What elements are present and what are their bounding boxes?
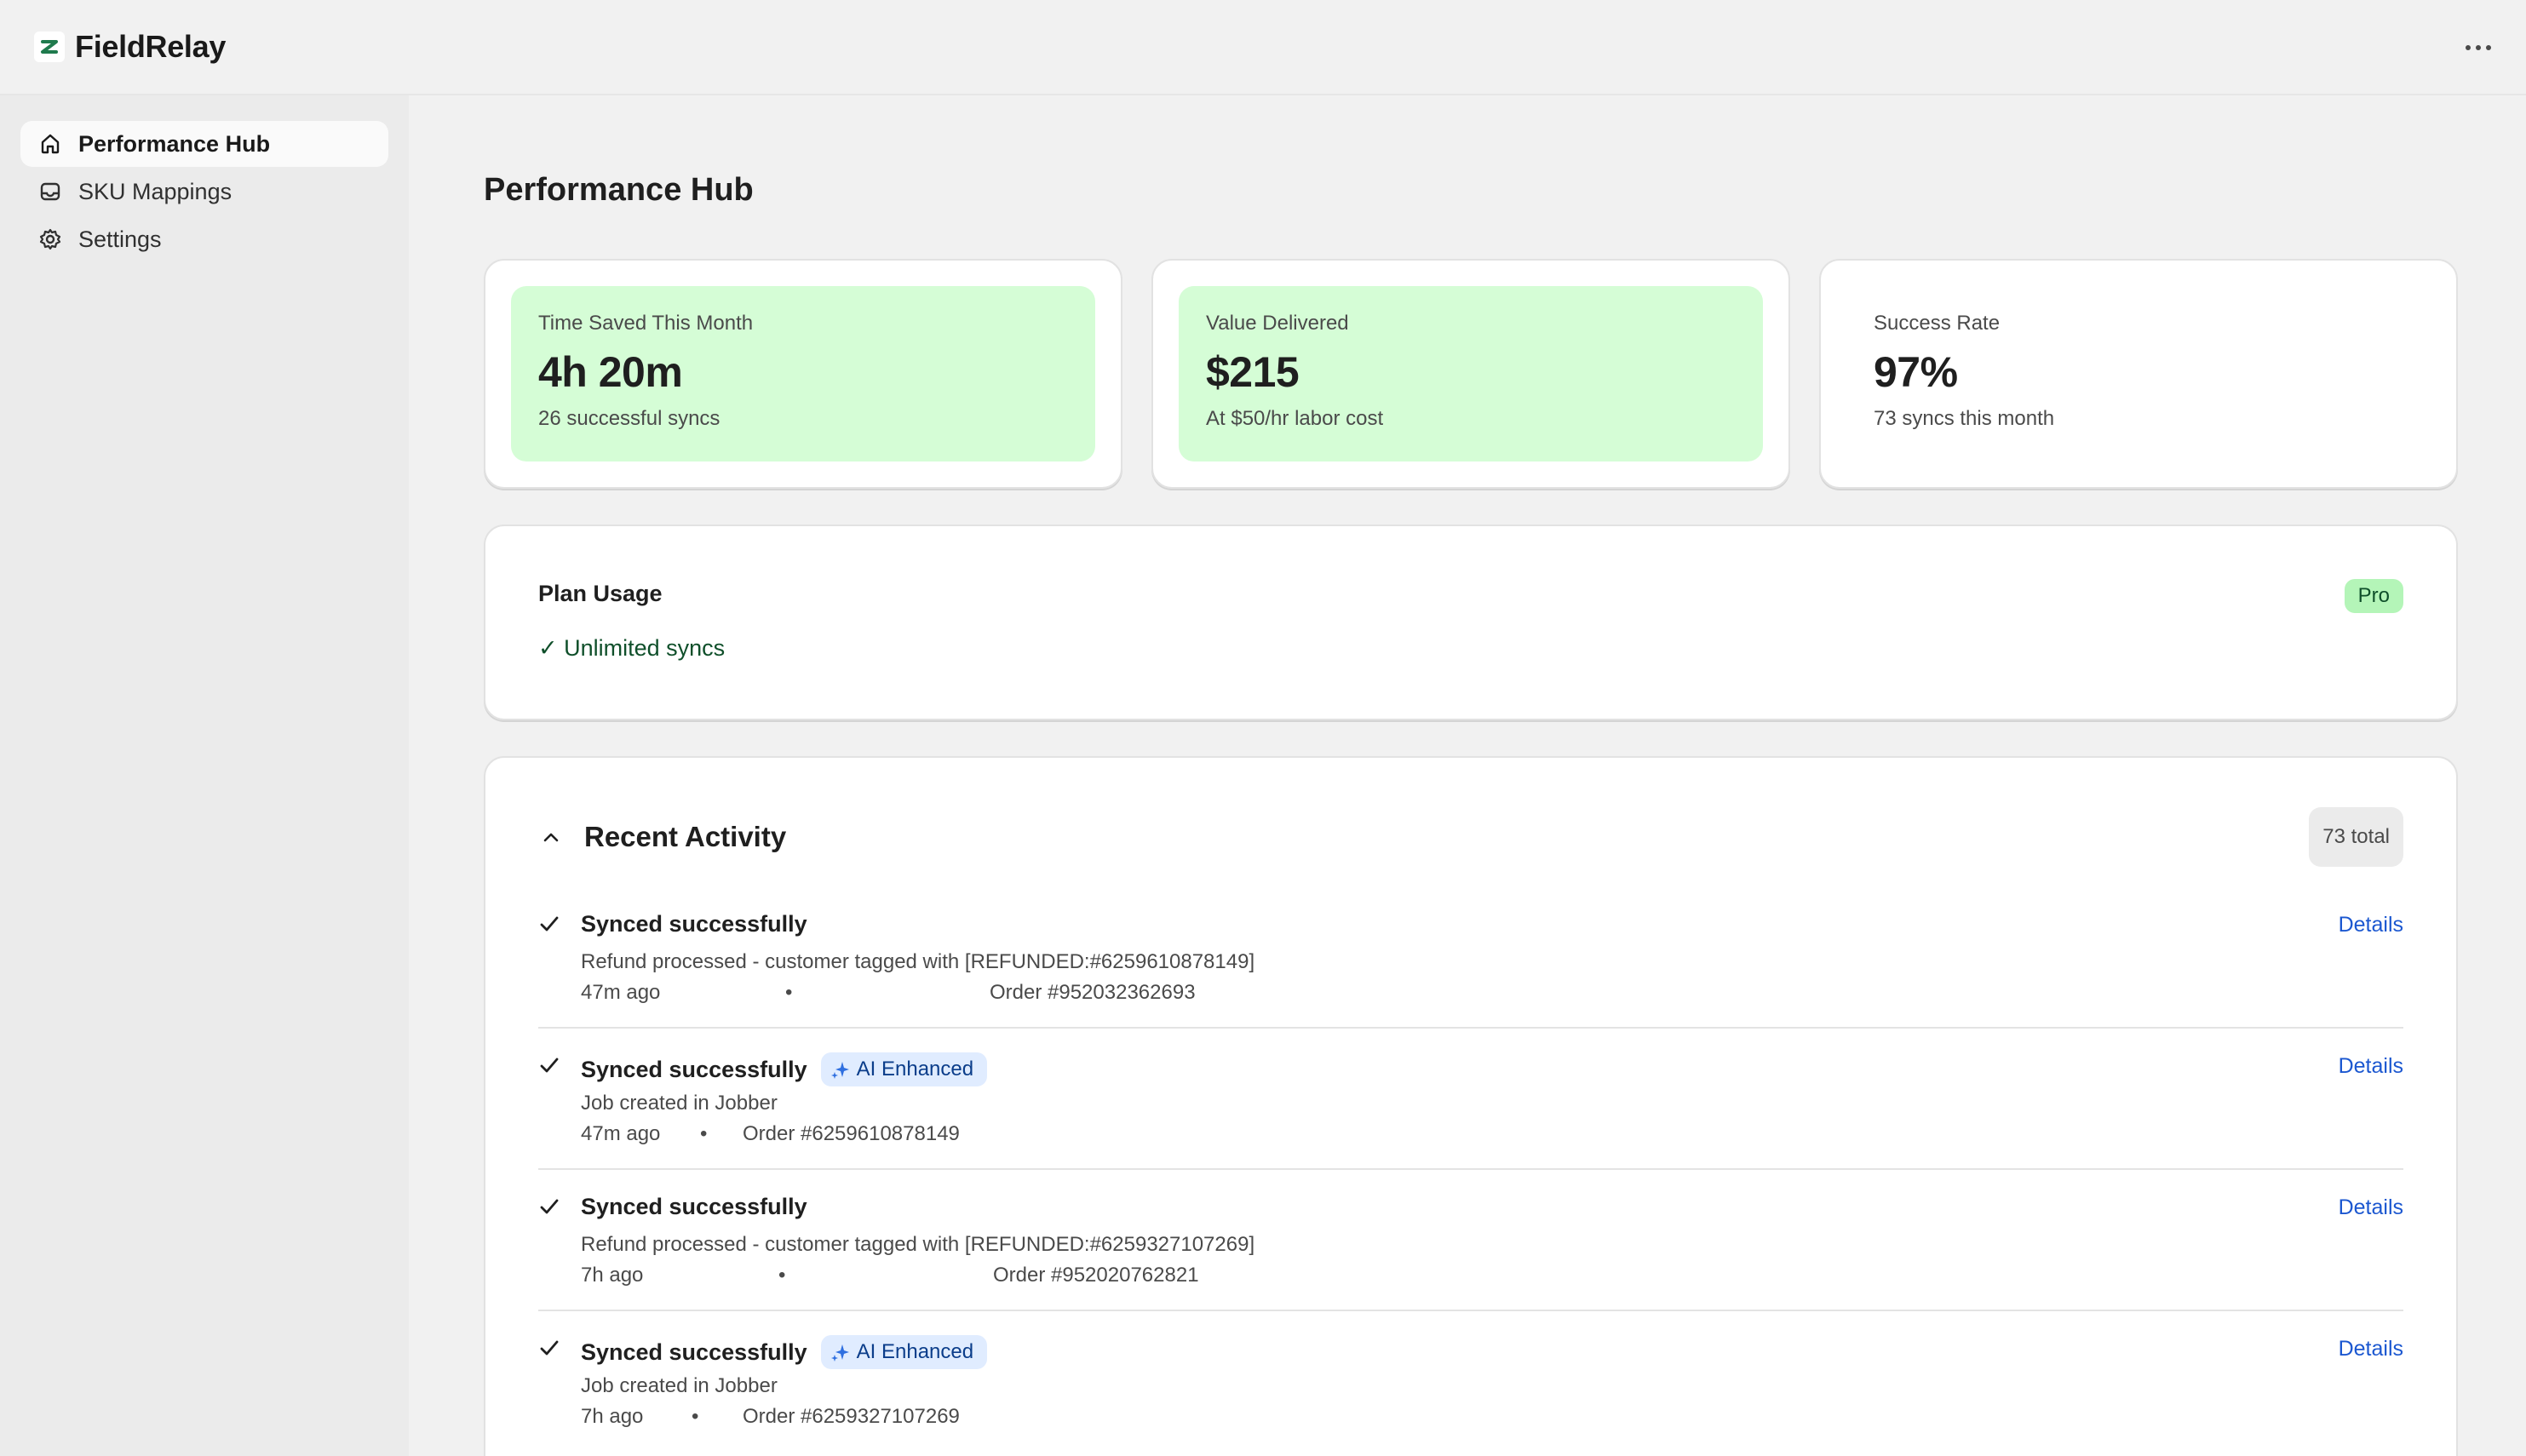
activity-row: Synced successfully Refund processed - c… <box>538 1170 2403 1311</box>
row-time: 7h ago <box>581 1264 644 1287</box>
activity-title: Recent Activity <box>584 821 787 852</box>
plan-badge: Pro <box>2344 579 2403 613</box>
chevron-up-icon[interactable] <box>538 824 564 850</box>
plan-title: Plan Usage <box>538 581 663 606</box>
stat-card-success-rate: Success Rate 97% 73 syncs this month <box>1819 259 2458 489</box>
more-options-button[interactable] <box>2456 27 2500 68</box>
sidebar-item-label: Performance Hub <box>78 130 271 157</box>
stat-subtext: 26 successful syncs <box>538 407 720 430</box>
stat-highlight: Time Saved This Month 4h 20m 26 successf… <box>511 286 1095 461</box>
sidebar-item-settings[interactable]: Settings <box>20 216 388 262</box>
check-icon <box>540 1058 559 1073</box>
activity-header: Recent Activity 73 total <box>538 807 2403 867</box>
brand[interactable]: FieldRelay <box>34 29 226 65</box>
ai-badge-label: AI Enhanced <box>856 1340 974 1363</box>
more-horizontal-icon <box>2466 45 2471 50</box>
stat-content: Success Rate 97% 73 syncs this month <box>1846 286 2431 461</box>
row-time: 7h ago <box>581 1405 644 1428</box>
ai-enhanced-badge: AI Enhanced <box>820 1052 988 1086</box>
stat-label: Time Saved This Month <box>538 312 754 335</box>
row-meta: 7h ago • Order #6259327107269 <box>581 1405 960 1428</box>
row-order: Order #6259327107269 <box>743 1405 960 1428</box>
stat-subtext: 73 syncs this month <box>1874 407 2055 430</box>
activity-list: Synced successfully Refund processed - c… <box>538 887 2403 1453</box>
row-meta: 47m ago • Order #952032362693 <box>581 981 1196 1004</box>
sidebar-item-label: Settings <box>78 226 162 252</box>
page-title: Performance Hub <box>484 172 754 208</box>
sidebar-item-label: SKU Mappings <box>78 178 233 204</box>
stat-label: Value Delivered <box>1206 312 1349 335</box>
details-link[interactable]: Details <box>2338 1054 2403 1078</box>
ai-enhanced-badge: AI Enhanced <box>820 1335 988 1369</box>
sparkle-icon <box>830 1062 849 1079</box>
home-icon <box>37 131 63 157</box>
details-link[interactable]: Details <box>2338 1337 2403 1361</box>
row-description: Job created in Jobber <box>581 1374 778 1397</box>
check-icon <box>540 916 559 931</box>
row-title-group: Synced successfully <box>581 1194 807 1220</box>
row-status: Synced successfully <box>581 911 807 937</box>
activity-row: Synced successfully AI Enhanced Job crea… <box>538 1311 2403 1453</box>
top-bar: FieldRelay <box>0 0 2526 95</box>
row-time: 47m ago <box>581 1122 661 1145</box>
stat-card-value-delivered: Value Delivered $215 At $50/hr labor cos… <box>1151 259 1790 489</box>
fieldrelay-logo-icon <box>34 32 65 62</box>
total-badge: 73 total <box>2309 807 2403 867</box>
row-status: Synced successfully <box>581 1338 807 1365</box>
plan-feature: ✓ Unlimited syncs <box>538 635 726 661</box>
app-name: FieldRelay <box>75 29 227 64</box>
row-description: Refund processed - customer tagged with … <box>581 1233 1255 1256</box>
recent-activity-card: Recent Activity 73 total Synced successf… <box>484 756 2458 1456</box>
row-description: Refund processed - customer tagged with … <box>581 950 1255 973</box>
stat-highlight: Value Delivered $215 At $50/hr labor cos… <box>1179 286 1763 461</box>
gear-icon <box>37 226 63 252</box>
check-icon <box>540 1199 559 1214</box>
details-link[interactable]: Details <box>2338 1195 2403 1219</box>
sidebar-item-performance-hub[interactable]: Performance Hub <box>20 121 388 167</box>
stat-subtext: At $50/hr labor cost <box>1206 407 1384 430</box>
row-meta: 7h ago • Order #952020762821 <box>581 1264 1199 1287</box>
stat-value: $215 <box>1206 348 1300 396</box>
sidebar: Performance Hub SKU Mappings Settings <box>0 95 409 1456</box>
plan-usage-card: Plan Usage ✓ Unlimited syncs Pro <box>484 525 2458 720</box>
activity-row: Synced successfully AI Enhanced Job crea… <box>538 1029 2403 1170</box>
row-order: Order #952032362693 <box>990 981 1196 1004</box>
sidebar-item-sku-mappings[interactable]: SKU Mappings <box>20 169 388 215</box>
activity-row: Synced successfully Refund processed - c… <box>538 887 2403 1029</box>
stat-value: 4h 20m <box>538 348 683 396</box>
row-title-group: Synced successfully <box>581 911 807 937</box>
ai-badge-label: AI Enhanced <box>856 1058 974 1081</box>
stat-label: Success Rate <box>1874 312 2001 335</box>
row-order: Order #6259610878149 <box>743 1122 960 1145</box>
check-icon <box>540 1340 559 1356</box>
row-title-group: Synced successfully AI Enhanced <box>581 1335 988 1369</box>
row-title-group: Synced successfully AI Enhanced <box>581 1052 988 1086</box>
inbox-icon <box>37 179 63 204</box>
row-time: 47m ago <box>581 981 661 1004</box>
row-status: Synced successfully <box>581 1056 807 1082</box>
row-description: Job created in Jobber <box>581 1092 778 1115</box>
sparkle-icon <box>830 1344 849 1361</box>
row-meta: 47m ago • Order #6259610878149 <box>581 1122 960 1145</box>
row-status: Synced successfully <box>581 1194 807 1219</box>
stat-card-time-saved: Time Saved This Month 4h 20m 26 successf… <box>484 259 1122 489</box>
row-order: Order #952020762821 <box>993 1264 1199 1287</box>
stat-value: 97% <box>1874 348 1958 396</box>
details-link[interactable]: Details <box>2338 913 2403 937</box>
